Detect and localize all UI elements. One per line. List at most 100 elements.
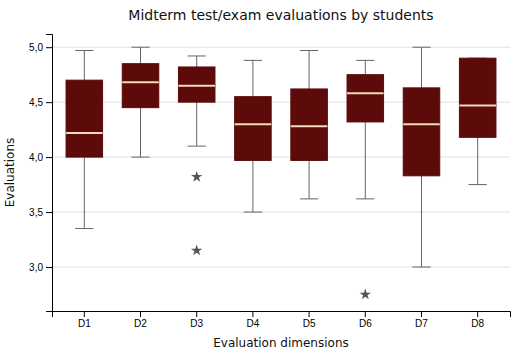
x-tick: D5 bbox=[303, 311, 316, 329]
y-tick-label: 3,0 bbox=[29, 262, 43, 273]
x-axis-title: Evaluation dimensions bbox=[213, 336, 349, 350]
x-tick-label: D4 bbox=[247, 318, 260, 329]
x-tick: D6 bbox=[359, 311, 372, 329]
x-tick: D3 bbox=[190, 311, 203, 329]
y-tick: 5,0 bbox=[29, 42, 52, 53]
whisker-low bbox=[84, 157, 85, 228]
box-group bbox=[122, 47, 159, 157]
x-tick: D1 bbox=[78, 311, 91, 329]
x-tick-label: D1 bbox=[78, 318, 91, 329]
box bbox=[291, 89, 328, 160]
x-tick-mark bbox=[252, 311, 253, 317]
y-tick: 3,5 bbox=[29, 207, 52, 218]
plot-marks bbox=[66, 47, 496, 299]
whisker-low bbox=[365, 122, 366, 199]
cap-low bbox=[300, 198, 318, 199]
median bbox=[178, 85, 215, 87]
cap-low bbox=[244, 212, 262, 213]
grid-line bbox=[52, 102, 510, 103]
x-tick-label: D3 bbox=[190, 318, 203, 329]
whisker-high bbox=[196, 56, 197, 67]
whisker-low bbox=[421, 176, 422, 267]
y-tick-mark bbox=[46, 157, 52, 158]
whisker-low bbox=[252, 160, 253, 212]
median bbox=[66, 132, 103, 134]
y-axis-line bbox=[46, 35, 53, 312]
median bbox=[459, 104, 496, 106]
whisker-high bbox=[252, 60, 253, 96]
y-tick-mark bbox=[46, 212, 52, 213]
x-tick-mark bbox=[421, 311, 422, 317]
cap-high bbox=[75, 50, 93, 51]
x-tick: D8 bbox=[471, 311, 484, 329]
box-group bbox=[403, 47, 440, 267]
grid-line bbox=[52, 157, 510, 158]
whisker-high bbox=[421, 47, 422, 88]
y-tick-mark bbox=[46, 267, 52, 268]
cap-low bbox=[188, 146, 206, 147]
y-tick-label: 5,0 bbox=[29, 42, 43, 53]
whisker-low bbox=[477, 137, 478, 184]
whisker-high bbox=[309, 50, 310, 88]
whisker-high bbox=[365, 60, 366, 74]
median bbox=[291, 125, 328, 127]
box-group bbox=[291, 50, 328, 198]
cap-high bbox=[412, 47, 430, 48]
box bbox=[235, 97, 272, 161]
whisker-low bbox=[309, 160, 310, 198]
box-group bbox=[235, 60, 272, 212]
cap-high bbox=[300, 50, 318, 51]
box-group bbox=[347, 60, 384, 299]
y-axis-title: Evaluations bbox=[3, 138, 17, 208]
whisker-low bbox=[196, 102, 197, 146]
flier bbox=[191, 245, 202, 256]
grid bbox=[52, 47, 510, 267]
x-tick-mark bbox=[84, 311, 85, 317]
y-tick-label: 3,5 bbox=[29, 207, 43, 218]
y-tick-label: 4,0 bbox=[29, 152, 43, 163]
y-tick-mark bbox=[46, 102, 52, 103]
grid-line bbox=[52, 267, 510, 268]
x-tick: D4 bbox=[247, 311, 260, 329]
median bbox=[403, 123, 440, 125]
box bbox=[403, 88, 440, 176]
cap-low bbox=[469, 184, 487, 185]
y-tick: 4,5 bbox=[29, 97, 52, 108]
flier bbox=[191, 171, 202, 182]
cap-high bbox=[188, 55, 206, 56]
cap-high bbox=[131, 47, 149, 48]
median bbox=[347, 92, 384, 94]
box-group bbox=[459, 58, 496, 184]
x-tick-label: D5 bbox=[303, 318, 316, 329]
cap-low bbox=[75, 228, 93, 229]
y-axis: 3,0 3,5 4,0 4,5 5,0 bbox=[29, 35, 52, 312]
y-tick-label: 4,5 bbox=[29, 97, 43, 108]
whisker-high bbox=[140, 47, 141, 63]
cap-high bbox=[244, 60, 262, 61]
box bbox=[347, 75, 384, 122]
x-tick-mark bbox=[196, 311, 197, 317]
x-axis-line bbox=[53, 312, 511, 318]
chart-area: 3,0 3,5 4,0 4,5 5,0 D1 D2 D3 D4 D5 D6 D7 D8 bbox=[29, 35, 510, 330]
x-tick-label: D6 bbox=[359, 318, 372, 329]
x-tick-mark bbox=[477, 311, 478, 317]
x-tick: D7 bbox=[415, 311, 428, 329]
cap-low bbox=[131, 157, 149, 158]
whisker-high bbox=[84, 50, 85, 80]
x-tick-mark bbox=[365, 311, 366, 317]
box bbox=[66, 80, 103, 157]
chart-svg: 3,03,54,04,55,0D1D2D3D4D5D6D7D8Midterm t… bbox=[0, 0, 526, 357]
y-tick: 3,0 bbox=[29, 262, 52, 273]
median bbox=[235, 123, 272, 125]
grid-line bbox=[52, 47, 510, 48]
x-axis: D1 D2 D3 D4 D5 D6 D7 D8 bbox=[53, 311, 511, 329]
x-tick-mark bbox=[140, 311, 141, 317]
x-tick: D2 bbox=[134, 311, 147, 329]
y-tick-mark bbox=[46, 47, 52, 48]
box-group bbox=[178, 56, 215, 255]
grid-line bbox=[52, 212, 510, 213]
x-tick-mark bbox=[309, 311, 310, 317]
cap-low bbox=[356, 198, 374, 199]
box bbox=[122, 64, 159, 108]
box bbox=[459, 58, 496, 137]
